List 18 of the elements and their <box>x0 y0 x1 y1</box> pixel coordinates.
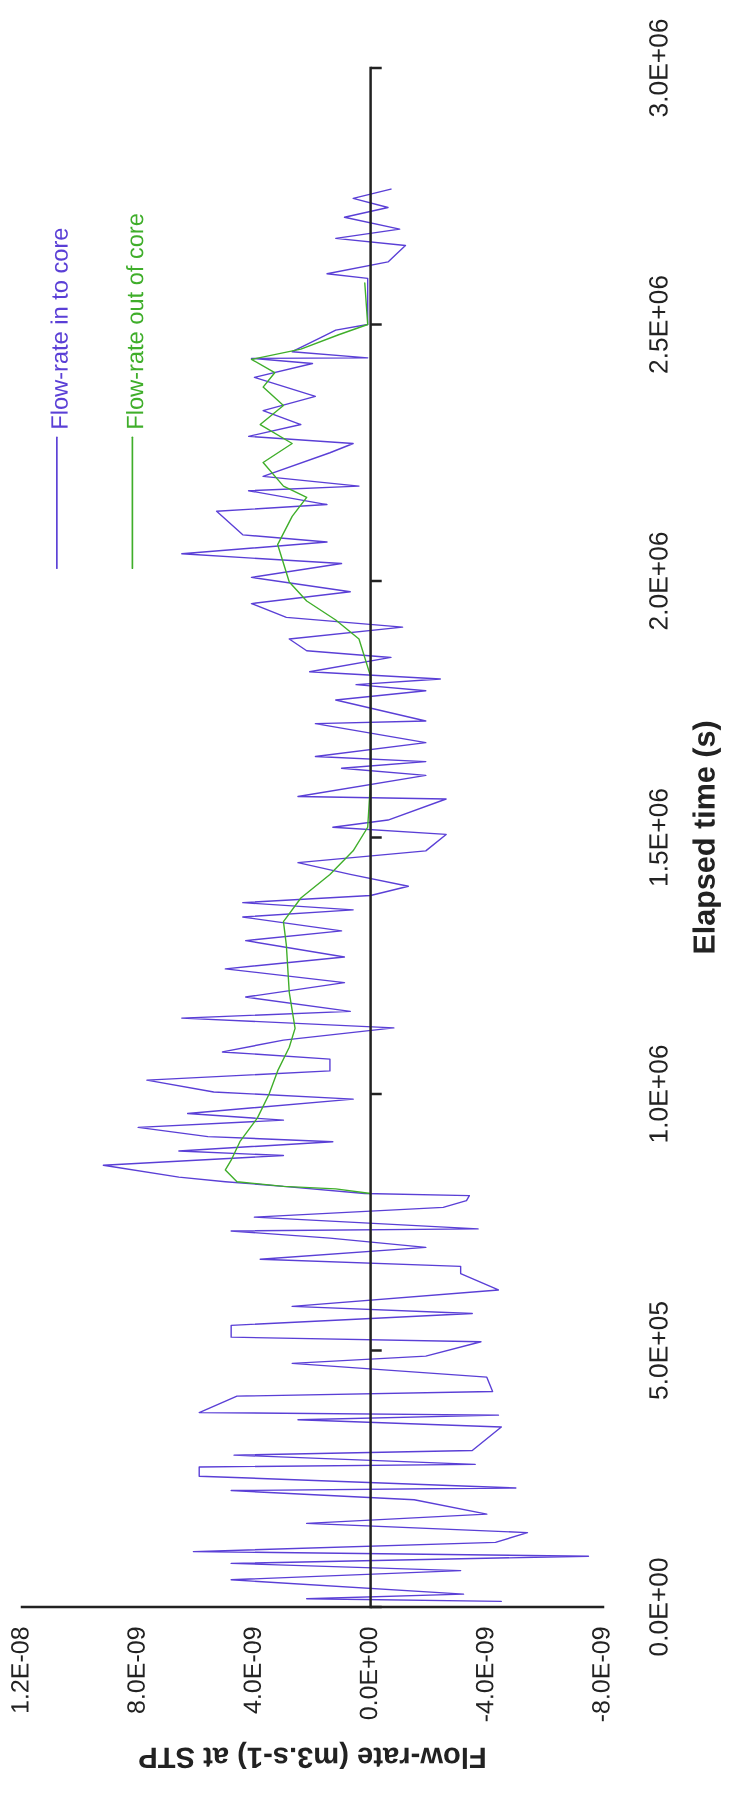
x-tick-label: 0.0E+00 <box>359 1627 378 1720</box>
text: Flow-rate in to core <box>50 228 68 428</box>
line-series <box>102 188 590 1603</box>
y-axis-title: Elapsed time (s) <box>692 721 721 953</box>
y-tick-label: 3.0E+06 <box>649 19 668 117</box>
x-tick-label: 4.0E-09 <box>243 1627 262 1714</box>
text: Flow-rate out of core <box>126 214 144 428</box>
x-tick-label: 8.0E-09 <box>127 1627 145 1713</box>
x-axis-title: Flow-rate (m3.s-1) at STP <box>139 1741 485 1769</box>
y-tick-label: 1.5E+06 <box>649 789 668 886</box>
x-tick-label: -8.0E-09 <box>592 1627 610 1722</box>
y-tick-label: 2.5E+06 <box>649 276 668 373</box>
y-tick-label: 5.0E+05 <box>649 1302 668 1399</box>
line-series <box>224 282 372 1195</box>
y-tick-label: 2.0E+06 <box>649 532 668 630</box>
x-tick-label: -4.0E-09 <box>475 1627 494 1722</box>
y-tick-label: 1.0E+06 <box>649 1045 668 1142</box>
x-tick-label: 1.2E-08 <box>11 1627 29 1713</box>
